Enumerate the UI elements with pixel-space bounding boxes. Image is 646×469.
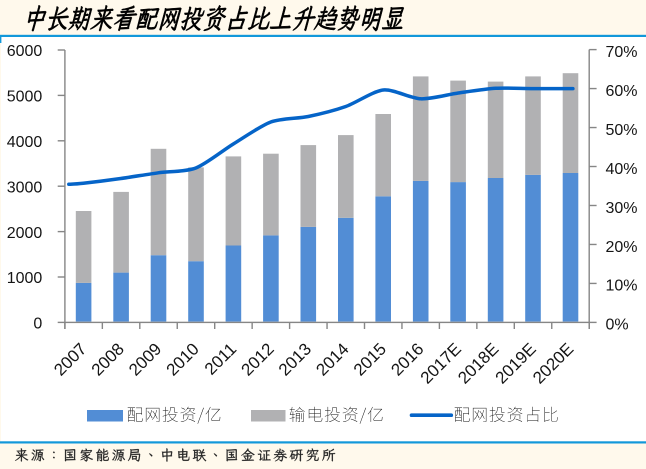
svg-text:50%: 50%	[606, 122, 638, 139]
svg-text:5000: 5000	[7, 89, 43, 106]
svg-text:3000: 3000	[7, 179, 43, 196]
svg-text:2000: 2000	[7, 225, 43, 242]
svg-text:20%: 20%	[606, 239, 638, 256]
svg-text:0%: 0%	[606, 317, 629, 334]
svg-text:6000: 6000	[7, 43, 43, 60]
svg-text:40%: 40%	[606, 161, 638, 178]
svg-text:60%: 60%	[606, 83, 638, 100]
svg-text:4000: 4000	[7, 134, 43, 151]
svg-text:10%: 10%	[606, 278, 638, 295]
svg-text:0: 0	[33, 316, 42, 333]
svg-text:30%: 30%	[606, 200, 638, 217]
svg-text:1000: 1000	[7, 270, 43, 287]
svg-text:70%: 70%	[606, 44, 638, 61]
